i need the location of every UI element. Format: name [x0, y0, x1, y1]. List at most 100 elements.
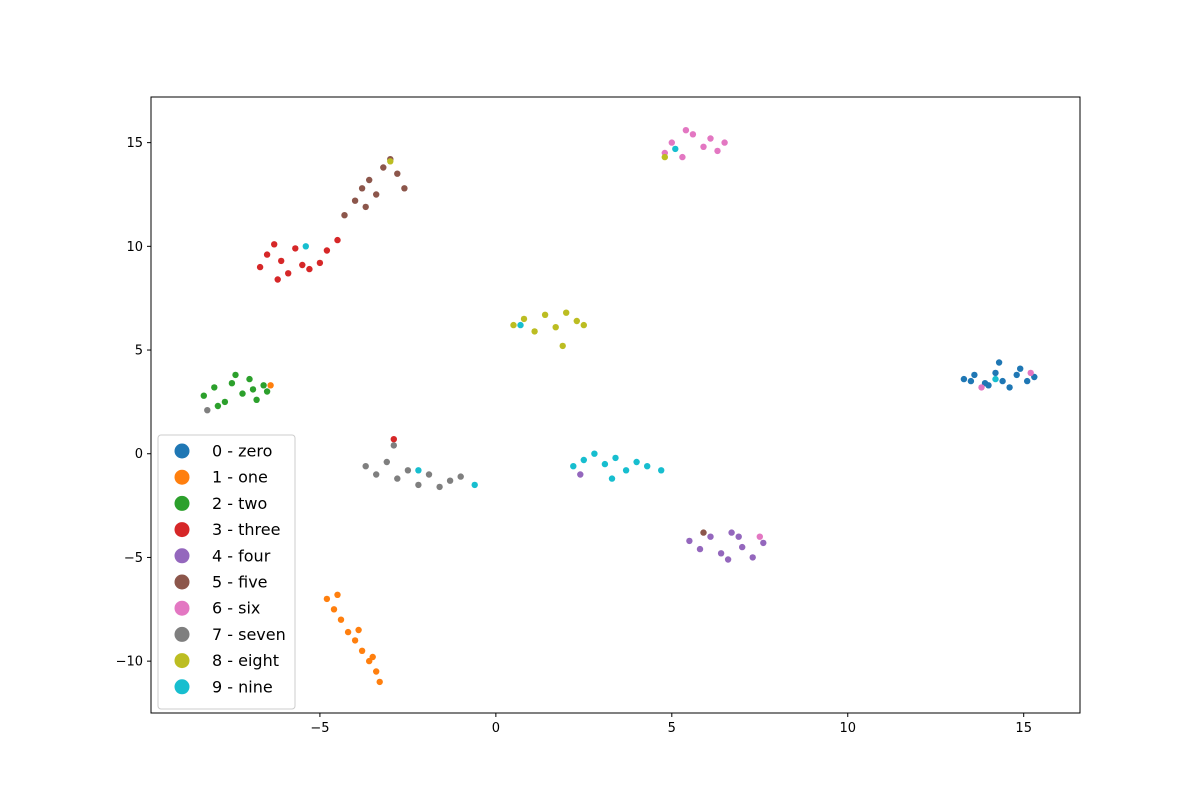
data-point — [960, 375, 968, 383]
data-point — [274, 276, 281, 283]
data-point — [1027, 369, 1034, 377]
x-tick-label: 15 — [1015, 721, 1032, 736]
data-point — [394, 170, 401, 177]
legend-label: 1 - one — [212, 468, 268, 487]
legend-label: 6 - six — [212, 599, 260, 618]
y-tick-label: 10 — [126, 240, 143, 255]
data-point — [344, 628, 352, 636]
data-point — [717, 550, 725, 557]
y-tick-label: 0 — [135, 447, 143, 462]
legend-label: 2 - two — [212, 494, 267, 513]
legend-marker — [174, 653, 190, 669]
data-point — [278, 257, 285, 265]
data-point — [214, 402, 222, 410]
data-point — [373, 471, 380, 478]
data-point — [967, 377, 975, 385]
data-point — [334, 591, 341, 598]
data-point — [622, 467, 630, 474]
data-point — [517, 321, 524, 329]
legend-item: 0 - zero — [174, 442, 272, 461]
data-point — [228, 380, 236, 387]
legend-label: 7 - seven — [212, 625, 286, 644]
data-point — [249, 386, 257, 393]
data-point — [679, 153, 686, 161]
legend-label: 0 - zero — [212, 442, 272, 461]
data-point — [271, 241, 278, 248]
data-point — [204, 407, 211, 414]
legend-item: 7 - seven — [174, 625, 286, 644]
y-tick-label: −10 — [116, 655, 143, 670]
data-point — [390, 436, 397, 443]
data-point — [992, 375, 999, 383]
data-point — [337, 616, 345, 623]
data-point — [563, 309, 570, 316]
data-point — [446, 477, 454, 484]
series-7 — [204, 407, 464, 491]
data-point — [330, 606, 338, 613]
data-point — [351, 197, 359, 204]
y-tick-label: 5 — [135, 344, 143, 359]
data-point — [267, 382, 274, 389]
data-point — [369, 653, 376, 661]
data-point — [570, 463, 577, 470]
data-point — [612, 454, 619, 462]
legend-label: 4 - four — [212, 546, 271, 565]
data-point — [415, 481, 422, 489]
x-axis: −5 0 5 10 15 — [310, 713, 1032, 736]
x-tick-label: 0 — [492, 721, 500, 736]
series-3 — [256, 236, 397, 443]
legend-label: 9 - nine — [212, 677, 273, 696]
data-point — [978, 384, 985, 391]
data-point — [756, 533, 763, 540]
data-point — [246, 375, 253, 383]
data-point — [510, 321, 517, 329]
data-point — [520, 315, 528, 323]
data-point — [299, 261, 306, 269]
data-point — [383, 458, 390, 466]
data-point — [394, 475, 401, 482]
data-point — [239, 390, 246, 397]
x-tick-label: −5 — [310, 721, 329, 736]
data-point — [425, 471, 433, 478]
legend-marker — [174, 495, 190, 511]
series-4 — [577, 471, 767, 563]
data-point — [995, 359, 1003, 366]
data-point — [211, 384, 218, 391]
legend-marker — [174, 600, 190, 616]
plot-frame — [150, 96, 1081, 714]
data-point — [577, 471, 584, 478]
data-point — [253, 396, 260, 403]
data-point — [387, 158, 394, 165]
data-point — [457, 473, 464, 480]
data-point — [323, 595, 331, 603]
legend-item: 1 - one — [174, 468, 268, 487]
legend-item: 2 - two — [174, 494, 267, 513]
data-point — [531, 328, 538, 335]
data-point — [415, 467, 422, 474]
data-point — [580, 321, 587, 329]
series-0 — [960, 359, 1038, 391]
x-tick-label: 5 — [668, 721, 676, 736]
data-point — [390, 442, 397, 449]
data-point — [992, 369, 999, 377]
data-point — [362, 463, 369, 470]
data-point — [541, 311, 549, 318]
data-point — [471, 481, 478, 489]
legend-item: 3 - three — [174, 520, 280, 539]
data-point — [292, 245, 299, 252]
legend: 0 - zero 1 - one 2 - two 3 - three 4 - four 5… — [157, 434, 296, 710]
data-point — [316, 259, 324, 267]
data-point — [1006, 384, 1013, 391]
legend-item: 5 - five — [174, 573, 268, 592]
data-point — [689, 131, 697, 138]
data-point — [285, 270, 292, 277]
legend-marker — [174, 522, 190, 538]
data-point — [358, 647, 366, 654]
series-6 — [661, 127, 1034, 540]
legend-frame — [157, 434, 296, 710]
data-point — [260, 382, 267, 389]
data-point — [658, 467, 665, 474]
data-point — [559, 342, 566, 350]
data-point — [404, 467, 412, 474]
